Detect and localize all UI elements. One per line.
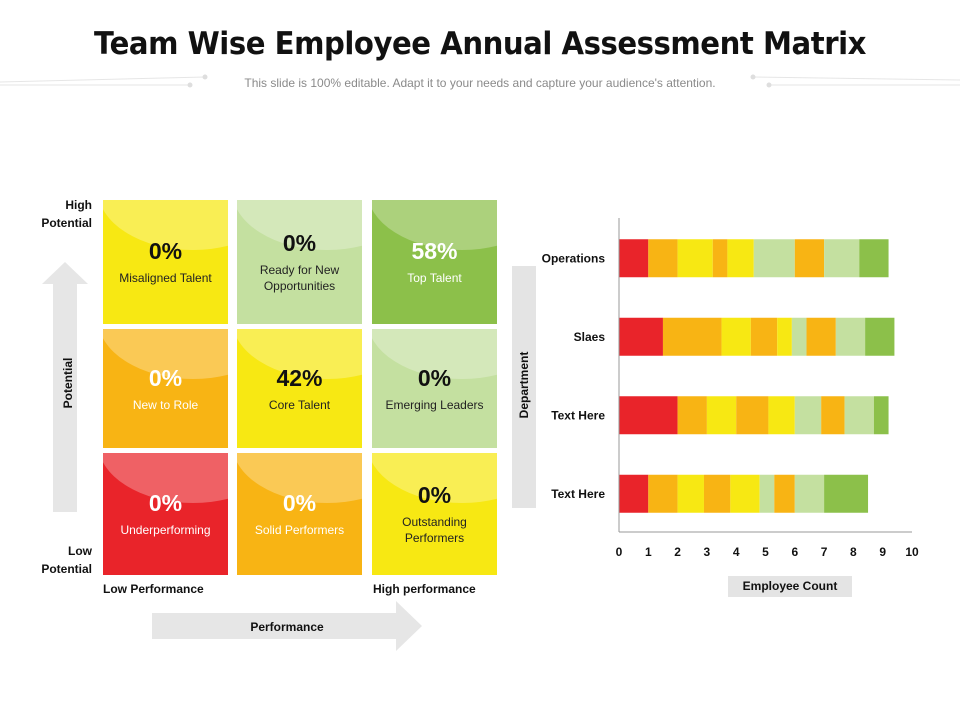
x-tick-label: 6: [791, 545, 798, 559]
bar-segment: [794, 396, 822, 435]
bar-segment: [677, 396, 707, 435]
category-label: Operations: [542, 251, 606, 265]
bar-segment: [768, 396, 795, 435]
cell-percentage: 0%: [417, 482, 452, 508]
bar-segment: [774, 474, 795, 513]
matrix-cell-underperforming: 0% Underperforming: [103, 453, 228, 575]
bar-segment: [712, 239, 728, 278]
bar-segment: [759, 474, 775, 513]
bar-segment: [706, 396, 737, 435]
left-decor-line: [0, 74, 208, 88]
bar-segment: [727, 239, 754, 278]
low-performance-label: Low Performance: [103, 582, 204, 596]
x-tick-label: 8: [850, 545, 857, 559]
cell-label: Top Talent: [407, 271, 462, 285]
bar-segment: [824, 239, 860, 278]
cell-label: Solid Performers: [254, 523, 345, 537]
x-tick-label: 3: [704, 545, 711, 559]
bar-segment: [794, 239, 825, 278]
bar-segment: [824, 474, 869, 513]
employee-count-label: Employee Count: [728, 576, 852, 597]
performance-arrow: [152, 601, 422, 651]
cell-percentage: 0%: [282, 490, 317, 516]
cell-label: Underperforming: [120, 523, 211, 537]
performance-axis-label: Performance: [250, 620, 324, 634]
x-tick-label: 0: [616, 545, 623, 559]
bar-segment: [835, 317, 866, 356]
bar-segment: [619, 317, 663, 356]
department-label-box: [512, 266, 536, 508]
matrix-cell-outstanding-performers: 0% Outstanding Performers: [372, 453, 497, 575]
high-performance-label: High performance: [373, 582, 476, 596]
bar-segment: [677, 474, 704, 513]
bar-segment: [736, 396, 769, 435]
bar-segment: [648, 474, 678, 513]
bar-segment: [648, 239, 678, 278]
cell-percentage: 0%: [148, 238, 183, 264]
high-potential-label: High Potential: [41, 198, 92, 230]
cell-percentage: 0%: [148, 490, 183, 516]
matrix-cell-emerging-leaders: 0% Emerging Leaders: [372, 329, 497, 448]
bar-segment: [794, 474, 825, 513]
x-tick-label: 5: [762, 545, 769, 559]
matrix-cell-top-talent: 58% Top Talent: [372, 200, 497, 324]
bar-segment: [821, 396, 845, 435]
matrix-cell-new-to-role: 0% New to Role: [103, 329, 228, 448]
cell-percentage: 0%: [417, 364, 452, 391]
bar-segment: [844, 396, 874, 435]
category-label: Slaes: [574, 330, 606, 344]
cell-label: Misaligned Talent: [119, 271, 212, 285]
cell-label: Outstanding Performers: [402, 515, 467, 545]
cell-label: Core Talent: [268, 397, 331, 412]
matrix-cell-solid-performers: 0% Solid Performers: [237, 453, 362, 575]
x-tick-label: 7: [821, 545, 828, 559]
x-tick-label: 2: [674, 545, 681, 559]
cell-percentage: 0%: [148, 364, 183, 391]
bar-segment: [677, 239, 713, 278]
x-tick-label: 4: [733, 545, 740, 559]
bar-segment: [619, 474, 649, 513]
bar-segment: [806, 317, 836, 356]
bar-segment: [865, 317, 895, 356]
potential-arrow: [42, 262, 88, 512]
page-subtitle: This slide is 100% editable. Adapt it to…: [244, 76, 716, 90]
x-tick-label: 1: [645, 545, 652, 559]
bar-segment: [859, 239, 889, 278]
bar-segment: [791, 317, 807, 356]
right-decor-line: [750, 74, 960, 88]
bar-segment: [619, 239, 649, 278]
bar-segment: [619, 396, 678, 435]
bar-segment: [777, 317, 792, 356]
bar-segment: [750, 317, 778, 356]
matrix-cell-ready-for-new-opportunities: 0% Ready for New Opportunities: [237, 200, 362, 324]
bar-segment: [873, 396, 889, 435]
low-potential-label: Low Potential: [41, 544, 92, 576]
matrix-cell-core-talent: 42% Core Talent: [237, 329, 362, 448]
bar-segment: [730, 474, 760, 513]
department-axis-label: Department: [517, 351, 531, 419]
bar-segment: [703, 474, 731, 513]
cell-label: New to Role: [132, 397, 199, 412]
category-label: Text Here: [551, 408, 605, 422]
category-label: Text Here: [551, 487, 605, 501]
bar-segment: [662, 317, 722, 356]
matrix-cell-misaligned-talent: 0% Misaligned Talent: [103, 200, 228, 324]
bar-segment: [721, 317, 751, 356]
cell-label: Ready for New Opportunities: [259, 263, 340, 293]
cell-percentage: 42%: [276, 364, 323, 391]
cell-percentage: 58%: [411, 238, 458, 264]
cell-label: Emerging Leaders: [385, 397, 484, 412]
x-tick-label: 10: [905, 545, 919, 559]
x-tick-label: 9: [879, 545, 886, 559]
cell-percentage: 0%: [282, 230, 317, 256]
employee-count-chart: Operations Slaes Text Here Text Here 0 1 2 3 4 5 6…: [542, 218, 919, 559]
bar-segment: [753, 239, 795, 278]
page-title: Team Wise Employee Annual Assessment Mat…: [94, 26, 866, 62]
potential-axis-label: Potential: [61, 357, 75, 409]
